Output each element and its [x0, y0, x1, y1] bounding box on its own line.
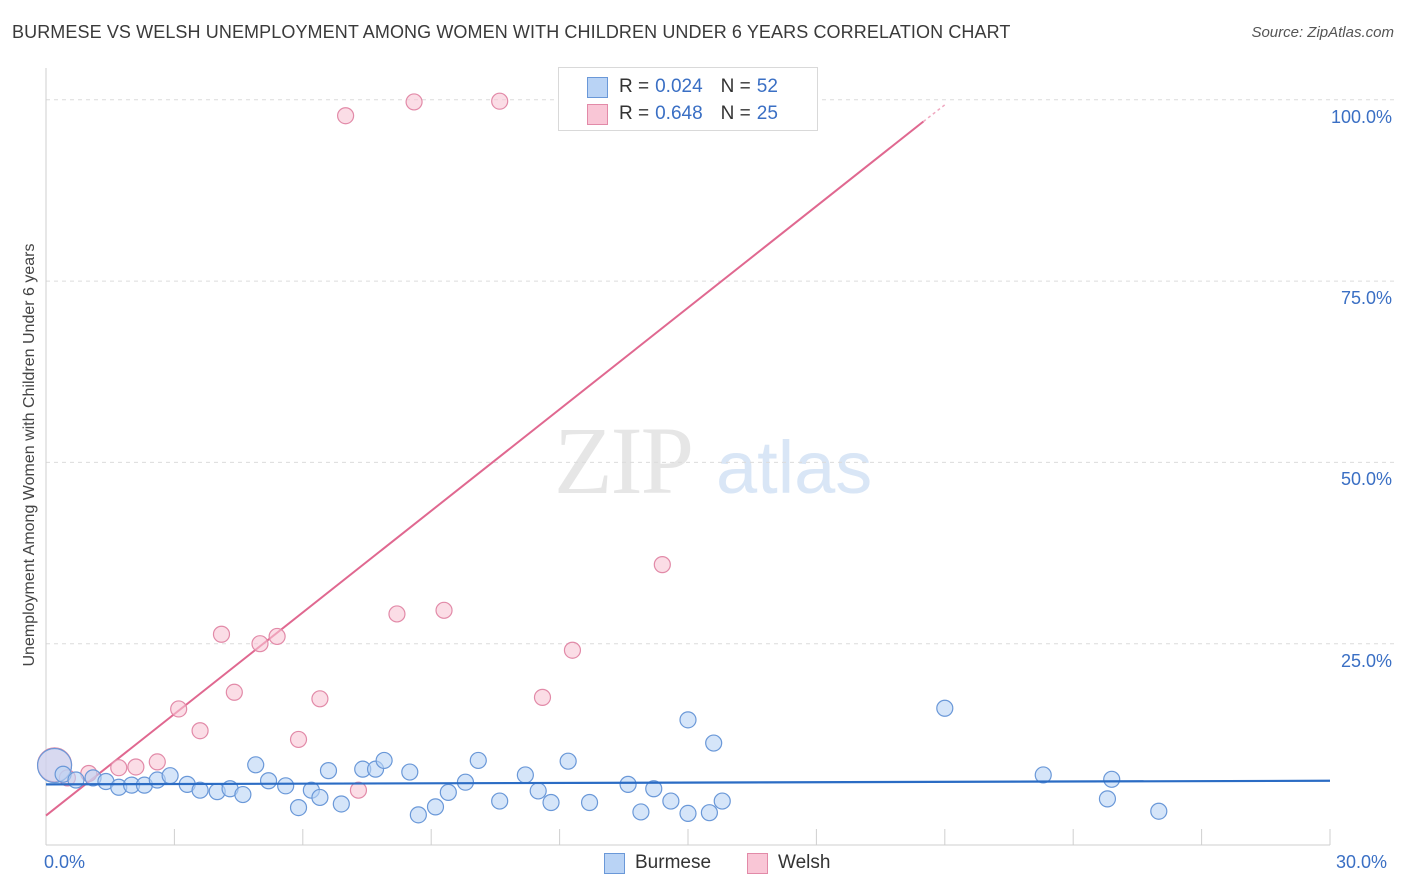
welsh-point: [491, 92, 509, 110]
burmese-point: [409, 806, 427, 824]
welsh-point: [388, 605, 406, 623]
burmese-point: [516, 766, 534, 784]
legend-item-burmese[interactable]: Burmese: [604, 852, 711, 874]
y-tick-label: 50.0%: [1340, 469, 1392, 490]
y-tick-label: 25.0%: [1340, 650, 1392, 671]
burmese-trendline: [45, 779, 1331, 786]
y-tick-label: 100.0%: [1330, 106, 1392, 127]
welsh-point: [289, 730, 308, 749]
welsh-point: [148, 753, 166, 771]
burmese-point: [319, 762, 338, 780]
burmese-point: [1150, 802, 1168, 820]
burmese-point: [247, 756, 265, 774]
welsh-point: [251, 635, 269, 653]
welsh-trendline: [45, 104, 946, 817]
legend-label-burmese: Burmese: [635, 852, 712, 873]
burmese-point: [700, 804, 719, 822]
welsh-swatch: [587, 104, 608, 125]
n-value: 52: [756, 76, 778, 97]
welsh-point: [435, 601, 453, 619]
correlation-legend: R = 0.024 N = 52 R = 0.648 N = 25: [558, 67, 818, 131]
burmese-point: [259, 772, 278, 790]
burmese-point: [234, 785, 252, 804]
welsh-points: [36, 92, 787, 799]
welsh-point: [225, 683, 243, 701]
burmese-point: [375, 751, 393, 770]
burmese-point: [713, 792, 731, 810]
watermark-zip: ZIP: [554, 407, 694, 514]
burmese-point: [426, 798, 445, 816]
burmese-point: [277, 777, 295, 795]
r-value: 0.648: [655, 103, 703, 124]
legend-row-welsh: R = 0.648 N = 25: [619, 101, 778, 127]
burmese-point: [191, 781, 209, 799]
burmese-point: [679, 711, 697, 729]
burmese-point: [632, 803, 650, 821]
welsh-point: [110, 759, 128, 777]
axes: [45, 68, 1331, 846]
welsh-point: [212, 625, 231, 643]
source-label: Source: ZipAtlas.com: [1251, 24, 1394, 41]
burmese-point: [311, 788, 329, 807]
welsh-point: [653, 556, 671, 574]
welsh-point: [337, 107, 355, 125]
n-label: N =: [720, 103, 751, 124]
r-value: 0.024: [655, 76, 703, 97]
x-tick-label-max: 30.0%: [1336, 852, 1388, 872]
burmese-point: [936, 699, 954, 717]
welsh-point: [311, 690, 329, 708]
welsh-point: [563, 641, 582, 659]
welsh-point: [405, 93, 423, 111]
chart-title: BURMESE VS WELSH UNEMPLOYMENT AMONG WOME…: [12, 22, 1011, 42]
burmese-points: [36, 699, 1168, 824]
burmese-point: [469, 751, 487, 770]
welsh-point: [268, 627, 286, 646]
burmese-point: [1034, 766, 1052, 784]
welsh-point: [127, 758, 145, 776]
burmese-swatch: [587, 77, 608, 98]
burmese-point: [491, 792, 509, 810]
welsh-trend-dashed: [922, 104, 946, 123]
x-tick-label-min: 0.0%: [44, 852, 86, 872]
burmese-point: [439, 783, 457, 801]
burmese-point: [1098, 790, 1117, 808]
y-tick-label: 75.0%: [1340, 288, 1392, 309]
legend-label-welsh: Welsh: [778, 852, 831, 873]
burmese-trend-line: [45, 779, 1331, 786]
burmese-point: [542, 793, 560, 812]
welsh-point: [191, 722, 209, 740]
burmese-point: [580, 793, 599, 812]
burmese-point: [332, 795, 350, 813]
welsh-point: [533, 688, 552, 706]
legend-row-burmese: R = 0.024 N = 52: [619, 74, 778, 100]
burmese-point: [619, 775, 637, 793]
gridlines: [46, 99, 1394, 645]
welsh-point: [170, 700, 188, 718]
burmese-point: [401, 763, 419, 781]
burmese-point: [662, 792, 680, 810]
r-label: R =: [619, 103, 650, 124]
n-label: N =: [720, 76, 751, 97]
burmese-point: [1103, 770, 1121, 788]
burmese-point: [289, 798, 308, 817]
welsh-trend-solid: [45, 120, 925, 817]
welsh-legend-swatch: [747, 852, 768, 874]
watermark-atlas: atlas: [716, 426, 873, 509]
n-value: 25: [756, 103, 778, 124]
burmese-point: [705, 734, 723, 752]
y-axis-label-wrap: Unemployment Among Women with Children U…: [18, 190, 42, 720]
burmese-point: [161, 767, 179, 785]
welsh-point: [349, 781, 368, 799]
y-axis-label: Unemployment Among Women with Children U…: [21, 243, 38, 667]
burmese-point: [67, 771, 85, 789]
burmese-point: [529, 782, 547, 800]
burmese-point: [559, 752, 577, 770]
r-label: R =: [619, 76, 650, 97]
burmese-point: [679, 804, 697, 822]
burmese-point: [645, 780, 663, 798]
burmese-legend-swatch: [604, 852, 625, 874]
legend-item-welsh[interactable]: Welsh: [747, 852, 830, 874]
